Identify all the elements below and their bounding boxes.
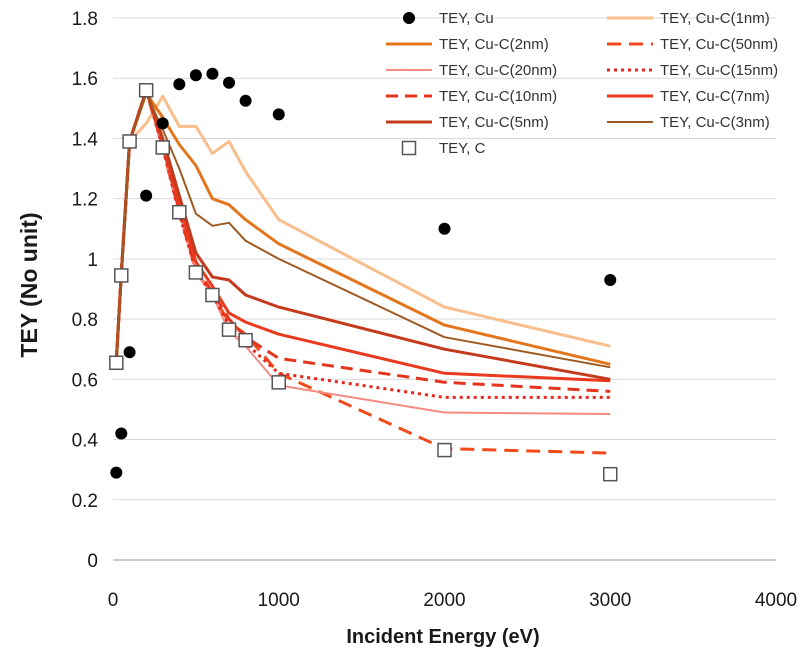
legend-item: TEY, Cu-C(5nm): [386, 114, 549, 131]
data-point-c: [205, 287, 220, 303]
data-point-c: [603, 466, 618, 482]
data-point-c: [271, 375, 286, 390]
legend-item: TEY, Cu-C(10nm): [386, 88, 557, 105]
x-tick-label: 1000: [258, 590, 300, 611]
data-point-c: [155, 140, 170, 155]
x-tick-label: 4000: [755, 590, 797, 611]
y-axis-title: TEY (No unit): [16, 212, 42, 357]
legend: TEY, Cu TEY, Cu-C(1nm) TEY, Cu-C(2nm) TEY, …: [386, 10, 778, 157]
y-tick-label: 1.6: [72, 69, 98, 90]
legend-item: TEY, C: [401, 140, 486, 157]
legend-label: TEY, Cu-C(5nm): [439, 114, 549, 131]
series-line: [114, 88, 611, 381]
x-tick-label: 3000: [589, 590, 631, 611]
data-point-c: [238, 332, 253, 348]
data-point-cu: [223, 76, 236, 89]
x-tick-label: 2000: [423, 590, 465, 611]
legend-label: TEY, Cu-C(15nm): [660, 62, 778, 79]
legend-label: TEY, Cu-C(50nm): [660, 36, 778, 53]
y-tick-label: 1.4: [72, 129, 99, 150]
tick-labels: 0 0.2 0.4 0.6 0.8 1 1.2 1.4 1.6 1.8 0 1000 2000 3000 4…: [72, 9, 798, 611]
legend-label: TEY, Cu-C(2nm): [439, 36, 549, 53]
data-point-cu: [123, 346, 136, 359]
y-tick-label: 1.2: [72, 190, 98, 211]
data-point-c: [122, 134, 137, 149]
plot-markers: [109, 67, 618, 482]
legend-swatch: [401, 140, 417, 156]
y-tick-label: 1.8: [72, 9, 98, 30]
legend-item: TEY, Cu-C(50nm): [607, 36, 778, 53]
y-tick-label: 1: [87, 250, 98, 271]
legend-label: TEY, Cu-C(10nm): [439, 88, 557, 105]
data-point-cu: [115, 427, 128, 440]
legend-item: TEY, Cu-C(7nm): [607, 88, 770, 105]
legend-label: TEY, C: [439, 140, 486, 157]
data-point-c: [114, 268, 129, 283]
data-point-cu: [438, 222, 451, 235]
data-point-c: [188, 265, 204, 280]
legend-label: TEY, Cu-C(1nm): [660, 10, 770, 27]
data-point-c: [138, 83, 154, 98]
data-point-cu: [604, 273, 617, 286]
legend-item: TEY, Cu-C(15nm): [607, 62, 778, 79]
x-tick-label: 0: [108, 590, 119, 611]
data-point-cu: [239, 94, 252, 107]
x-axis-title: Incident Energy (eV): [346, 626, 539, 648]
legend-label: TEY, Cu-C(7nm): [660, 88, 770, 105]
legend-item: TEY, Cu-C(20nm): [386, 62, 557, 79]
y-tick-label: 0.4: [72, 431, 99, 452]
data-point-c: [109, 355, 124, 371]
y-tick-label: 0.8: [72, 310, 98, 331]
legend-item: TEY, Cu-C(2nm): [386, 36, 549, 53]
data-point-cu: [189, 69, 202, 82]
data-point-cu: [272, 108, 285, 121]
data-point-c: [437, 442, 452, 458]
data-point-c: [221, 322, 237, 337]
data-point-c: [172, 204, 187, 220]
data-point-cu: [140, 189, 153, 202]
legend-label: TEY, Cu: [439, 10, 494, 27]
legend-label: TEY, Cu-C(20nm): [439, 62, 557, 79]
gridlines: [113, 17, 776, 561]
legend-item: TEY, Cu-C(3nm): [607, 114, 770, 131]
legend-item: TEY, Cu: [403, 10, 494, 27]
legend-label: TEY, Cu-C(3nm): [660, 114, 770, 131]
y-tick-label: 0.2: [72, 491, 98, 512]
data-point-cu: [110, 466, 123, 479]
data-point-cu: [206, 67, 219, 80]
data-point-cu: [173, 78, 186, 91]
legend-swatch: [403, 12, 415, 24]
y-tick-label: 0.6: [72, 370, 98, 391]
data-point-cu: [156, 117, 169, 130]
legend-item: TEY, Cu-C(1nm): [607, 10, 770, 27]
y-tick-label: 0: [87, 551, 98, 572]
